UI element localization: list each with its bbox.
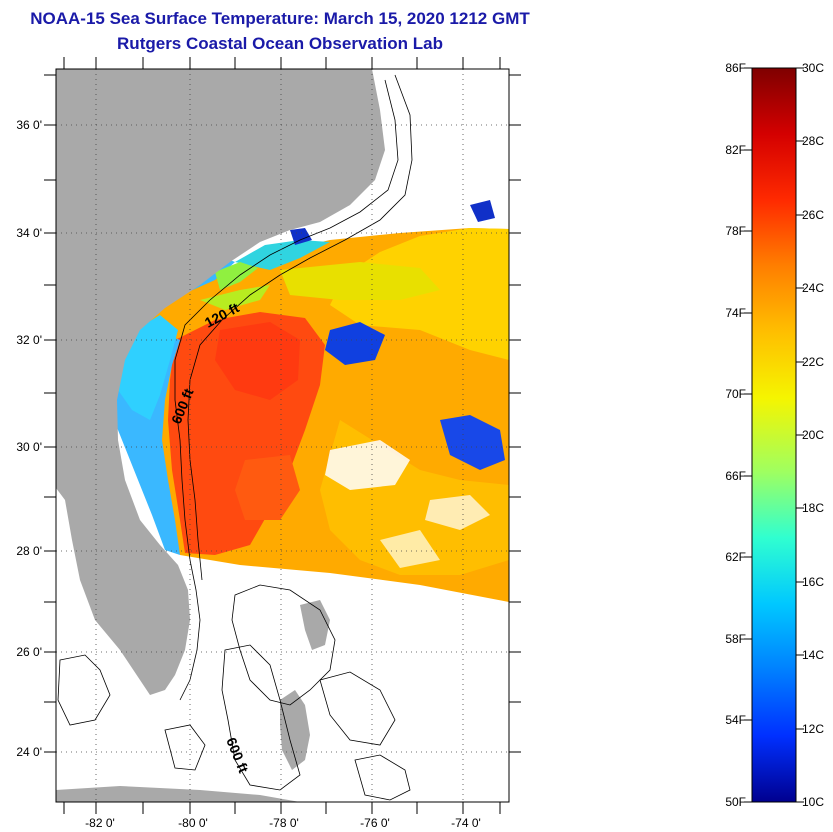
temperature-colorbar: 86F 82F 78F 74F 70F 66F 62F 58F 54F 50F … [725,61,824,809]
lon-label: -80 0' [178,816,208,830]
colorbar-f-label: 66F [725,469,746,483]
colorbar-c-label: 26C [802,208,824,222]
colorbar-f-label: 50F [725,795,746,809]
longitude-labels: -82 0' -80 0' -78 0' -76 0' -74 0' [85,816,481,830]
axis-ticks [44,57,521,814]
colorbar-c-label: 28C [802,134,824,148]
lat-label: 24 0' [16,745,42,759]
colorbar-c-label: 14C [802,648,824,662]
land-cuba-fragment [56,786,300,802]
land-andros-island [280,690,310,770]
colorbar-c-label: 24C [802,281,824,295]
colorbar-c-label: 20C [802,428,824,442]
colorbar-c-label: 22C [802,355,824,369]
colorbar-f-label: 74F [725,306,746,320]
map-panel[interactable]: 120 ft 600 ft 600 ft [56,69,509,802]
colorbar-f-label: 58F [725,632,746,646]
graticule [56,69,509,802]
land-mainland [56,69,385,695]
lon-label: -82 0' [85,816,115,830]
colorbar-gradient [751,67,797,803]
lat-label: 26 0' [16,645,42,659]
colorbar-c-label: 30C [802,61,824,75]
lat-label: 36 0' [16,118,42,132]
map-subtitle: Rutgers Coastal Ocean Observation Lab [117,34,443,53]
colorbar-c-label: 18C [802,501,824,515]
colorbar-f-label: 62F [725,550,746,564]
lon-label: -74 0' [451,816,481,830]
sst-swath [106,200,509,602]
colorbar-f-label: 54F [725,713,746,727]
colorbar-f-label: 78F [725,224,746,238]
colorbar-f-label: 82F [725,143,746,157]
lon-label: -78 0' [269,816,299,830]
latitude-labels: 36 0' 34 0' 32 0' 30 0' 28 0' 26 0' 24 0… [16,118,42,759]
colorbar-c-label: 16C [802,575,824,589]
map-title: NOAA-15 Sea Surface Temperature: March 1… [30,9,530,28]
map-frame [55,68,510,803]
bathymetry-contours [57,74,413,801]
colorbar-f-label: 86F [725,61,746,75]
lat-label: 30 0' [16,440,42,454]
lat-label: 32 0' [16,333,42,347]
lon-label: -76 0' [360,816,390,830]
colorbar-c-label: 12C [802,722,824,736]
land-abaco-island [300,600,330,650]
colorbar-f-label: 70F [725,387,746,401]
lat-label: 34 0' [16,226,42,240]
lat-label: 28 0' [16,544,42,558]
colorbar-c-label: 10C [802,795,824,809]
